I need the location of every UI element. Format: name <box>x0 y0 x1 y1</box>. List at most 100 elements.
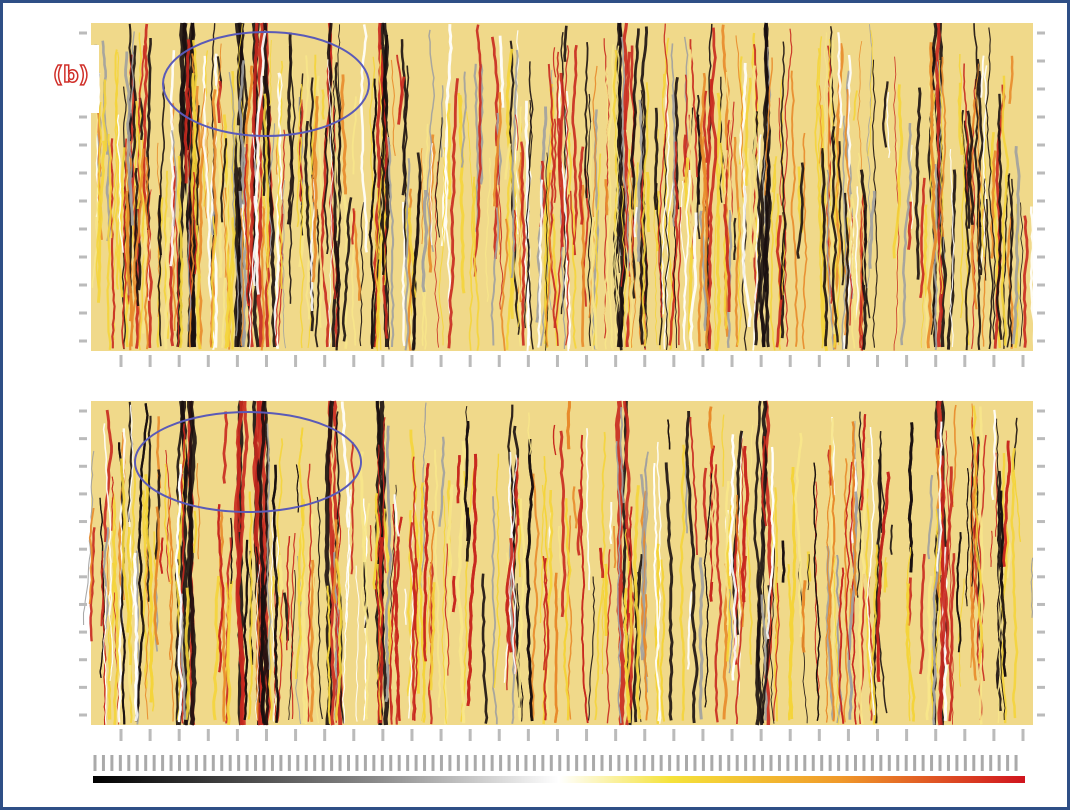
seismic-trace <box>740 432 745 529</box>
seismic-trace <box>359 201 365 347</box>
seismic-trace <box>335 494 342 723</box>
seismic-trace <box>473 24 482 277</box>
seismic-trace <box>96 140 106 303</box>
seismic-trace <box>671 94 676 227</box>
seismic-trace <box>761 435 768 527</box>
seismic-trace <box>740 445 750 603</box>
seismic-trace <box>282 592 290 641</box>
seismic-trace <box>200 88 206 149</box>
seismic-trace <box>714 464 723 723</box>
seismic-trace <box>496 112 503 185</box>
seismic-trace <box>1012 417 1018 472</box>
seismic-trace <box>113 592 120 725</box>
seismic-trace <box>738 62 752 327</box>
seismic-trace <box>882 81 889 148</box>
seismic-trace <box>587 576 595 721</box>
seismic-trace <box>619 407 625 504</box>
seismic-trace <box>244 65 254 270</box>
seismic-trace <box>124 51 134 226</box>
seismic-trace <box>332 80 336 171</box>
seismic-trace <box>111 476 114 531</box>
seismic-trace <box>939 56 947 237</box>
seismic-trace <box>236 125 241 168</box>
seismic-trace <box>428 511 435 644</box>
seismic-trace <box>973 23 979 90</box>
seismic-trace <box>653 107 659 210</box>
seismic-trace <box>854 186 859 319</box>
seismic-trace <box>985 27 996 340</box>
seismic-trace <box>217 504 225 673</box>
seismic-trace <box>760 594 768 721</box>
seismic-trace <box>684 461 688 534</box>
seismic-trace <box>753 400 763 726</box>
seismic-trace <box>110 51 120 239</box>
seismic-trace <box>684 410 699 724</box>
seismic-trace <box>601 590 605 675</box>
seismic-trace <box>1030 557 1034 618</box>
seismic-trace <box>285 536 291 651</box>
seismic-trace <box>553 118 557 203</box>
seismic-trace <box>860 414 867 511</box>
seismic-trace <box>390 59 396 156</box>
seismic-trace <box>345 544 351 623</box>
seismic-trace <box>632 554 644 723</box>
seismic-trace <box>615 217 620 254</box>
seismic-trace <box>640 458 649 693</box>
seismic-trace <box>779 79 786 296</box>
seismic-trace <box>545 172 553 347</box>
seismic-trace <box>500 218 509 351</box>
seismic-trace <box>800 580 807 653</box>
seismic-trace <box>837 141 845 286</box>
seismic-trace <box>411 152 422 351</box>
seismic-trace <box>828 445 836 722</box>
seismic-trace <box>510 457 519 674</box>
seismic-trace <box>305 463 313 722</box>
seismic-trace <box>620 36 631 271</box>
seismic-trace <box>703 473 713 708</box>
seismic-trace <box>443 149 453 324</box>
seismic-trace <box>702 90 709 164</box>
seismic-trace <box>682 169 691 351</box>
seismic-trace <box>721 414 725 487</box>
seismic-trace <box>1008 55 1014 104</box>
seismic-trace <box>514 114 519 151</box>
seismic-trace <box>779 41 786 300</box>
seismic-trace <box>157 82 166 347</box>
seismic-trace <box>923 204 929 301</box>
seismic-trace <box>547 63 557 329</box>
seismic-trace <box>254 30 267 295</box>
seismic-trace <box>906 547 912 722</box>
seismic-trace <box>542 556 548 671</box>
seismic-trace <box>994 452 998 537</box>
seismic-trace <box>376 563 383 720</box>
seismic-trace <box>820 104 829 352</box>
seismic-trace <box>505 169 513 350</box>
seismic-trace <box>744 77 752 186</box>
seismic-trace <box>537 179 544 348</box>
seismic-trace <box>384 425 393 702</box>
seismic-trace <box>871 544 879 725</box>
seismic-trace <box>447 78 459 349</box>
seismic-trace <box>847 491 859 720</box>
seismic-trace <box>729 101 735 222</box>
seismic-trace <box>948 553 956 722</box>
seismic-trace <box>544 152 549 351</box>
seismic-trace <box>102 423 113 616</box>
seismic-trace <box>957 82 964 155</box>
seismic-trace <box>213 85 223 278</box>
seismic-trace <box>362 502 371 720</box>
seismic-trace <box>718 76 724 203</box>
seismic-trace <box>503 454 518 683</box>
seismic-trace <box>707 406 714 449</box>
seismic-trace <box>1008 178 1014 347</box>
seismic-trace <box>451 575 457 613</box>
seismic-trace <box>980 184 985 258</box>
seismic-trace <box>442 484 454 725</box>
seismic-trace <box>585 428 591 591</box>
seismic-trace <box>220 138 228 223</box>
seismic-trace <box>905 583 916 722</box>
seismic-trace <box>481 573 489 724</box>
seismic-trace <box>938 59 944 295</box>
seismic-trace <box>389 503 396 721</box>
seismic-trace <box>429 582 436 691</box>
